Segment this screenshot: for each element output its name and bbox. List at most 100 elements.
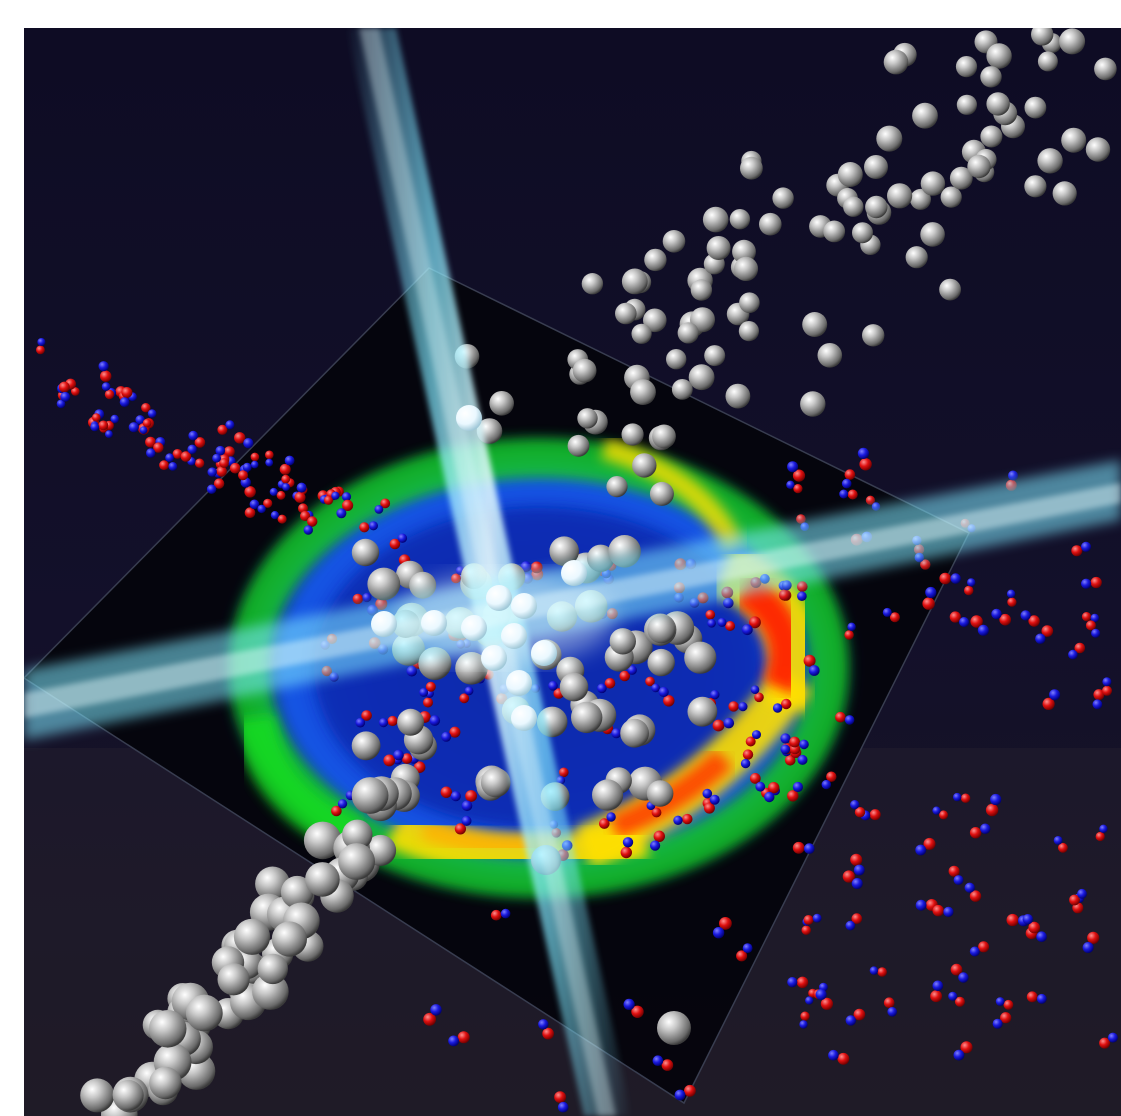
gray-atom <box>630 379 656 405</box>
nitrogen-atom <box>882 607 892 617</box>
gray-atom <box>1094 57 1117 81</box>
nitrogen-atom <box>430 1004 442 1016</box>
oxygen-atom <box>1085 620 1096 631</box>
oxygen-atom <box>265 450 274 460</box>
nitrogen-atom <box>953 792 962 802</box>
nitrogen-atom <box>187 444 197 454</box>
nitrogen-atom <box>821 779 831 790</box>
oxygen-atom <box>244 507 256 518</box>
oxygen-atom <box>1058 842 1068 853</box>
oxygen-atom <box>1003 999 1014 1010</box>
oxygen-atom <box>835 711 846 723</box>
gray-atom <box>671 379 693 400</box>
nitrogen-atom <box>710 690 720 700</box>
nitrogen-atom <box>520 561 532 572</box>
highlighted-atom <box>481 645 507 671</box>
oxygen-atom <box>599 818 610 829</box>
nitrogen-atom <box>845 920 856 931</box>
nitrogen-atom <box>1006 589 1016 598</box>
nitrogen-atom <box>1090 613 1100 623</box>
oxygen-atom <box>389 538 401 550</box>
nitrogen-atom <box>964 882 975 893</box>
gray-atom <box>581 273 604 295</box>
oxygen-atom <box>1007 597 1017 607</box>
oxygen-atom <box>703 802 715 814</box>
gray-atom <box>606 476 628 498</box>
nitrogen-atom <box>847 622 856 631</box>
gray-atom <box>677 322 699 344</box>
oxygen-atom <box>663 695 675 707</box>
oxygen-atom <box>342 499 354 511</box>
gray-atom <box>949 166 973 190</box>
oxygen-atom <box>142 418 152 428</box>
highlighted-atom <box>531 640 557 666</box>
nitrogen-atom <box>723 717 735 729</box>
oxygen-atom <box>950 963 963 976</box>
gray-atom <box>688 364 715 391</box>
nitrogen-atom <box>851 878 863 889</box>
oxygen-atom <box>457 1031 470 1044</box>
nitrogen-atom <box>1020 610 1031 621</box>
oxygen-atom <box>454 823 466 835</box>
oxygen-atom <box>736 950 748 962</box>
oxygen-atom <box>749 773 761 784</box>
oxygen-atom <box>851 913 863 924</box>
nitrogen-atom <box>932 806 941 815</box>
gray-atom <box>592 779 624 811</box>
oxygen-atom <box>859 458 872 471</box>
oxygen-atom <box>969 827 982 839</box>
nitrogen-atom <box>207 467 217 477</box>
highlighted-atom <box>486 585 512 611</box>
nitrogen-atom <box>168 462 178 471</box>
oxygen-atom <box>153 442 164 453</box>
oxygen-atom <box>194 437 206 448</box>
gray-atom <box>740 156 763 180</box>
oxygen-atom <box>465 790 477 802</box>
nitrogen-atom <box>799 739 809 750</box>
nitrogen-atom <box>139 426 148 434</box>
highlighted-atom <box>561 560 587 586</box>
gray-atom <box>702 206 729 233</box>
oxygen-atom <box>58 381 70 393</box>
nitrogen-atom <box>967 578 976 587</box>
oxygen-atom <box>784 755 796 766</box>
gray-atom <box>876 125 903 152</box>
oxygen-atom <box>1087 931 1100 944</box>
nitrogen-atom <box>1082 942 1094 953</box>
oxygen-atom <box>1028 921 1040 934</box>
gray-atom <box>687 696 718 727</box>
highlighted-atom <box>461 615 487 641</box>
oxygen-atom <box>930 990 942 1003</box>
oxygen-atom <box>244 486 256 498</box>
nitrogen-atom <box>723 597 734 609</box>
nitrogen-atom <box>98 361 109 372</box>
oxygen-atom <box>768 782 780 794</box>
nitrogen-atom <box>606 812 616 822</box>
nitrogen-atom <box>1092 699 1103 710</box>
oxygen-atom <box>180 451 192 462</box>
gray-atom <box>305 862 340 897</box>
gray-atom <box>303 821 342 860</box>
nitrogen-atom <box>128 422 139 433</box>
oxygen-atom <box>1026 991 1038 1003</box>
oxygen-atom <box>159 460 169 471</box>
oxygen-atom <box>604 678 616 689</box>
oxygen-atom <box>869 809 881 821</box>
gray-atom <box>1052 181 1077 206</box>
oxygen-atom <box>960 1041 973 1054</box>
gray-atom <box>759 212 782 236</box>
nitrogen-atom <box>797 754 808 765</box>
gray-atom <box>684 641 717 674</box>
gray-atom <box>271 921 307 957</box>
nitrogen-atom <box>1008 470 1018 481</box>
oxygen-atom <box>682 813 693 825</box>
oxygen-atom <box>645 676 655 687</box>
nitrogen-atom <box>828 1049 839 1061</box>
nitrogen-atom <box>712 927 725 939</box>
gray-atom <box>351 538 380 567</box>
oxygen-atom <box>939 572 951 585</box>
nitrogen-atom <box>368 521 378 531</box>
gray-atom <box>571 701 603 734</box>
gray-atom <box>609 628 636 655</box>
nitrogen-atom <box>707 619 716 628</box>
